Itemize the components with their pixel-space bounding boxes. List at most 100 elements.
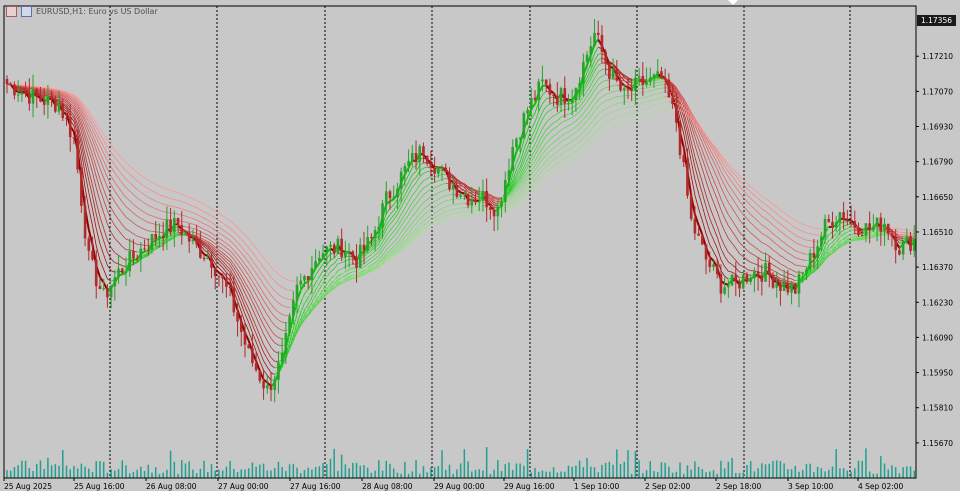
candle-body	[708, 259, 712, 267]
price-axis[interactable]: 1.172101.170701.169301.167901.166501.165…	[916, 52, 953, 448]
ribbon-segment	[367, 267, 372, 271]
ribbon-segment	[590, 71, 595, 80]
ribbon-segment	[423, 229, 428, 233]
ribbon-segment	[720, 270, 725, 277]
time-axis[interactable]: 25 Aug 2025 25 Aug 16:00 26 Aug 08:00 27 Au…	[3, 478, 904, 491]
volume-bar	[80, 463, 83, 478]
ribbon-segment	[434, 199, 439, 202]
ribbon-segment	[281, 358, 287, 367]
ribbon-segment	[423, 211, 428, 216]
ribbon-segment	[133, 194, 138, 199]
ribbon-segment	[530, 121, 536, 130]
ribbon-segment	[512, 191, 517, 196]
ribbon-segment	[88, 136, 93, 147]
ribbon-segment	[407, 159, 414, 169]
volume-bar	[664, 462, 666, 478]
volume-bar	[337, 470, 339, 478]
ribbon-segment	[843, 242, 848, 245]
ribbon-segment	[103, 140, 108, 147]
ribbon-segment	[769, 261, 774, 266]
candle-body	[485, 190, 488, 208]
volume-bar	[17, 465, 19, 478]
ribbon-segment	[229, 258, 235, 265]
ribbon-segment	[557, 122, 562, 127]
chart-shift-marker-icon[interactable]	[728, 0, 738, 5]
volume-bar	[508, 462, 510, 478]
ribbon-segment	[148, 188, 153, 192]
ribbon-segment	[51, 93, 56, 97]
ribbon-segment	[735, 226, 740, 233]
ribbon-segment	[456, 207, 461, 210]
ribbon-segment	[226, 247, 231, 251]
ribbon-segment	[304, 306, 309, 310]
ribbon-segment	[862, 236, 867, 239]
ribbon-segment	[107, 146, 112, 153]
volume-bar	[816, 466, 819, 478]
ribbon-segment	[140, 236, 145, 239]
volume-bar	[913, 470, 916, 478]
ribbon-segment	[679, 104, 684, 108]
volume-bar	[682, 473, 685, 478]
ribbon-segment	[121, 224, 127, 230]
ribbon-segment	[382, 249, 387, 256]
ribbon-segment	[326, 278, 331, 285]
ribbon-segment	[229, 272, 235, 281]
ribbon-segment	[624, 107, 629, 109]
ribbon-segment	[95, 228, 101, 244]
ribbon-segment	[650, 99, 655, 102]
ribbon-segment	[631, 99, 636, 102]
ribbon-segment	[530, 155, 536, 162]
candle-body	[414, 152, 418, 163]
candle-body	[686, 162, 689, 196]
ribbon-segment	[289, 340, 294, 350]
ribbon-segment	[568, 129, 573, 133]
ribbon-segment	[742, 245, 748, 251]
ribbon-segment	[895, 233, 900, 235]
ribbon-segment	[508, 206, 513, 210]
ribbon-segment	[419, 228, 424, 233]
ribbon-segment	[88, 114, 93, 121]
ribbon-segment	[519, 194, 525, 199]
candle-body	[864, 223, 868, 236]
ribbon-segment	[136, 189, 142, 193]
ribbon-segment	[296, 304, 301, 307]
ribbon-segment	[385, 253, 391, 258]
ribbon-segment	[270, 294, 276, 300]
ribbon-segment	[412, 235, 417, 240]
candle-body	[57, 103, 61, 112]
ribbon-segment	[315, 269, 320, 276]
ribbon-segment	[118, 161, 123, 167]
ribbon-segment	[847, 240, 852, 244]
ribbon-segment	[270, 286, 276, 292]
ribbon-segment	[393, 246, 398, 251]
ribbon-segment	[345, 276, 350, 280]
ribbon-segment	[627, 86, 633, 91]
ribbon-segment	[300, 319, 305, 326]
volume-bar	[727, 461, 730, 478]
ribbon-segment	[441, 189, 446, 192]
ribbon-segment	[850, 238, 855, 241]
ribbon-segment	[103, 228, 108, 241]
volume-bar	[143, 470, 146, 478]
volume-bar	[95, 461, 97, 478]
ribbon-segment	[516, 201, 521, 205]
ribbon-segment	[263, 276, 268, 282]
ribbon-segment	[575, 135, 580, 139]
ribbon-segment	[754, 263, 759, 266]
ribbon-segment	[505, 200, 510, 203]
candle-body	[689, 195, 693, 219]
ribbon-segment	[263, 360, 268, 368]
ribbon-segment	[530, 169, 536, 175]
ribbon-segment	[847, 237, 852, 240]
price-tick-label: 1.16230	[922, 298, 953, 307]
ribbon-segment	[460, 214, 465, 217]
candle-body	[611, 69, 615, 79]
ribbon-segment	[542, 122, 547, 129]
ribbon-segment	[653, 98, 658, 101]
ribbon-segment	[832, 246, 837, 251]
candle-body	[622, 88, 626, 91]
ribbon-segment	[795, 227, 800, 230]
volume-bar	[694, 461, 696, 478]
